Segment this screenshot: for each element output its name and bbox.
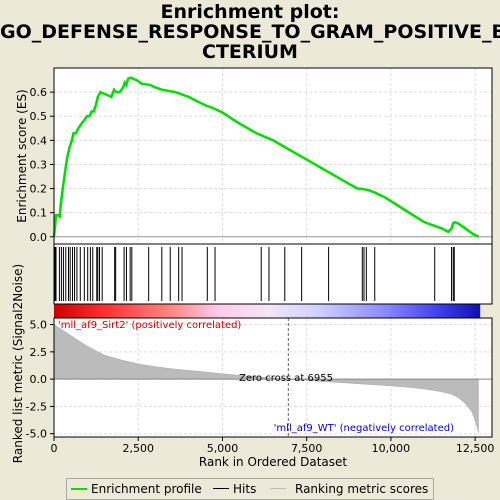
es-panel-bg xyxy=(54,68,492,244)
rank-x-tick-label: 12,500 xyxy=(456,442,495,455)
es-y-tick-label: 0.5 xyxy=(30,110,48,123)
rank-x-tick-label: 7,500 xyxy=(291,442,323,455)
rank-x-tick-label: 2,500 xyxy=(122,442,154,455)
rank-y-tick-label: 0.0 xyxy=(30,373,48,386)
es-y-tick-label: 0.4 xyxy=(30,134,48,147)
rank-x-tick-label: 5,000 xyxy=(207,442,239,455)
legend-ranking-swatch xyxy=(270,488,286,489)
legend-enrichment-label: Enrichment profile xyxy=(91,482,202,496)
legend-ranking-label: Ranking metric scores xyxy=(295,482,429,496)
rank-y-tick-label: 2.5 xyxy=(30,346,48,359)
chart-title-line-1: Enrichment plot: xyxy=(160,1,340,23)
chart-title-line-3: CTERIUM xyxy=(202,41,298,63)
es-y-tick-label: 0.2 xyxy=(30,183,48,196)
es-y-tick-label: 0.1 xyxy=(30,207,48,220)
rank-y-tick-label: 5.0 xyxy=(30,319,48,332)
legend-hits-swatch xyxy=(213,488,229,489)
rank-y-tick-label: -2.5 xyxy=(26,400,47,413)
panel-border-2 xyxy=(53,317,493,438)
rank-x-tick-label: 0 xyxy=(51,442,58,455)
rank-y-axis-label: Ranked list metric (Signal2Noise) xyxy=(11,264,25,463)
positive-correlation-label: 'mll_af9_Sirt2' (positively correlated) xyxy=(58,320,241,331)
es-y-tick-label: 0.6 xyxy=(30,86,48,99)
es-y-axis-label: Enrichment score (ES) xyxy=(15,89,29,222)
zero-cross-label: Zero cross at 6955 xyxy=(239,373,333,384)
rank-x-tick-label: 10,000 xyxy=(372,442,411,455)
chart-title-line-2: GO_DEFENSE_RESPONSE_TO_GRAM_POSITIVE_BA xyxy=(0,21,500,43)
legend-hits-label: Hits xyxy=(233,482,257,496)
ranking-color-bar xyxy=(54,304,481,318)
hits-panel-bg xyxy=(54,244,492,304)
negative-correlation-label: 'mll_af9_WT' (negatively correlated) xyxy=(274,423,454,434)
enrichment-profile-line xyxy=(52,76,480,238)
legend-enrichment-swatch xyxy=(71,488,87,490)
rank-x-axis-label: Rank in Ordered Dataset xyxy=(199,455,347,469)
es-y-tick-label: 0.3 xyxy=(30,158,48,171)
chart-title: Enrichment plot: GO_DEFENSE_RESPONSE_TO_… xyxy=(0,2,500,62)
legend: Enrichment profile Hits Ranking metric s… xyxy=(66,478,434,500)
rank-y-tick-label: -5.0 xyxy=(26,428,47,441)
panel-border-1 xyxy=(53,243,493,305)
es-y-tick-label: 0.0 xyxy=(30,231,48,244)
